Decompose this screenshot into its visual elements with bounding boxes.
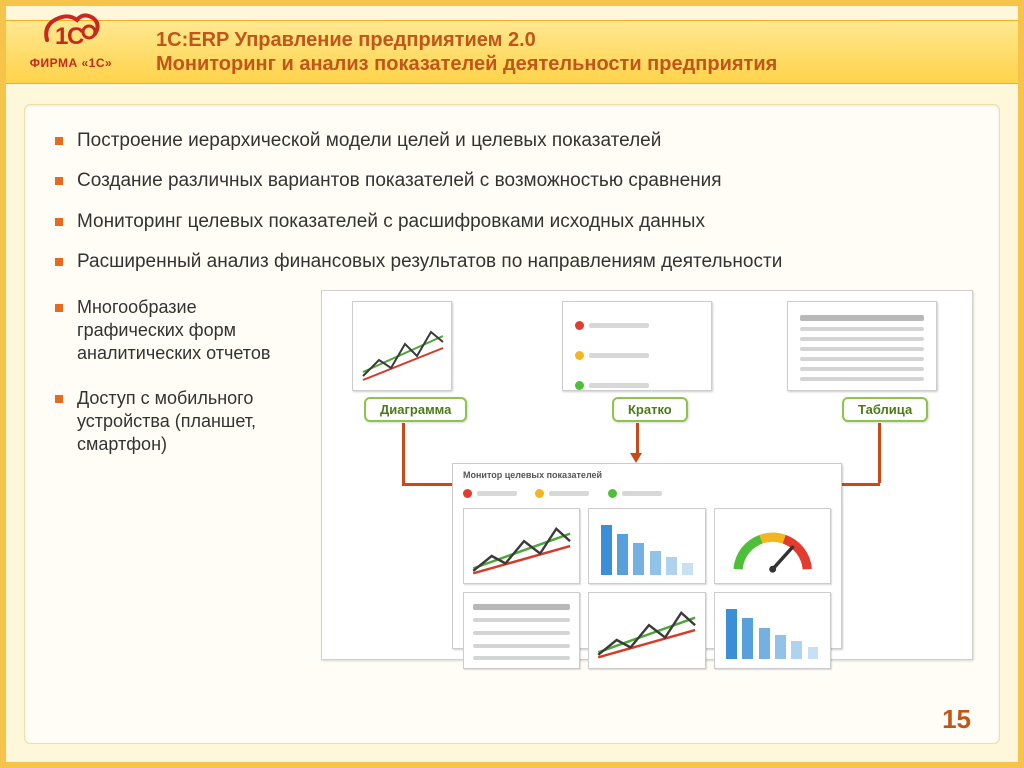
- arrow-line: [878, 423, 881, 483]
- logo-caption: ФИРМА «1С»: [16, 56, 126, 70]
- mini-line-chart: [463, 508, 580, 584]
- placeholder-line: [589, 353, 649, 358]
- caption-table: Таблица: [842, 397, 928, 422]
- side-bullet-column: Многообразие графических форм аналитичес…: [51, 290, 301, 660]
- title-line-1: 1С:ERP Управление предприятием 2.0: [156, 28, 998, 52]
- svg-text:С: С: [67, 23, 84, 50]
- logo: 1 С ФИРМА «1С»: [16, 10, 126, 92]
- status-dot-green-icon: [575, 381, 584, 390]
- list-item: Расширенный анализ финансовых результато…: [51, 250, 973, 274]
- list-item: Создание различных вариантов показателей…: [51, 169, 973, 193]
- content-panel: Построение иерархической модели целей и …: [24, 104, 1000, 744]
- list-item: Построение иерархической модели целей и …: [51, 129, 973, 153]
- status-dot-red-icon: [575, 321, 584, 330]
- table-lines-icon: [800, 315, 924, 382]
- monitor-status-row: [463, 484, 831, 502]
- tile-brief: [562, 301, 712, 391]
- arrow-line: [636, 423, 639, 455]
- page-number: 15: [942, 704, 971, 735]
- arrow-line: [402, 423, 405, 483]
- status-dot-green-icon: [608, 489, 617, 498]
- status-dot-yellow-icon: [575, 351, 584, 360]
- placeholder-line: [589, 323, 649, 328]
- mini-line-chart: [588, 592, 705, 668]
- monitor-panel: Монитор целевых показателей: [452, 463, 842, 649]
- monitor-title: Монитор целевых показателей: [463, 470, 831, 480]
- list-item: Доступ с мобильного устройства (планшет,…: [51, 387, 301, 456]
- title-line-2: Мониторинг и анализ показателей деятельн…: [156, 52, 998, 76]
- status-dot-red-icon: [463, 489, 472, 498]
- list-item: Мониторинг целевых показателей с расшифр…: [51, 210, 973, 234]
- monitor-mini-grid: [463, 508, 831, 644]
- diagram-area: Диаграмма Кратко Таблица Монитор целевых…: [321, 290, 973, 660]
- placeholder-line: [589, 383, 649, 388]
- arrow-head-icon: [630, 453, 642, 463]
- mini-gauge: [714, 508, 831, 584]
- mini-table: [463, 592, 580, 668]
- slide: 1 С ФИРМА «1С» 1С:ERP Управление предпри…: [0, 0, 1024, 768]
- slide-title: 1С:ERP Управление предприятием 2.0 Монит…: [156, 28, 998, 76]
- line-chart-icon: [353, 302, 453, 392]
- logo-mark-icon: 1 С: [41, 10, 101, 54]
- caption-diagram: Диаграмма: [364, 397, 467, 422]
- status-dot-yellow-icon: [535, 489, 544, 498]
- tile-table: [787, 301, 937, 391]
- main-bullet-list: Построение иерархической модели целей и …: [51, 129, 973, 274]
- mini-bar-chart: [714, 592, 831, 668]
- mini-bar-chart: [588, 508, 705, 584]
- tile-diagram: [352, 301, 452, 391]
- top-tiles: [322, 301, 972, 411]
- caption-brief: Кратко: [612, 397, 688, 422]
- list-item: Многообразие графических форм аналитичес…: [51, 296, 301, 365]
- lower-row: Многообразие графических форм аналитичес…: [51, 290, 973, 660]
